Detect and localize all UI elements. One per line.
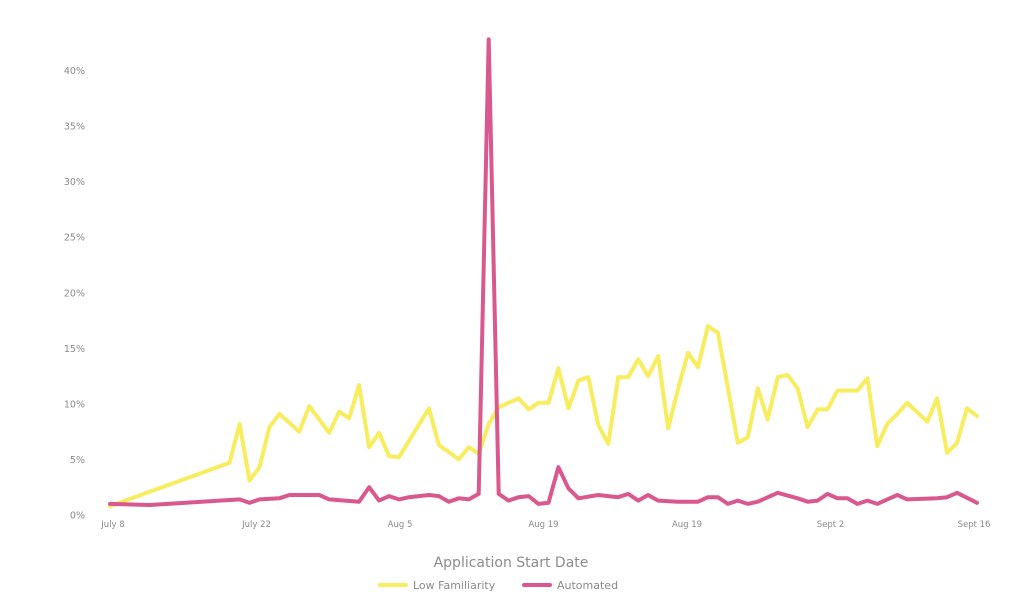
x-tick-label: Aug 19 — [672, 520, 702, 530]
legend-item-automated[interactable]: Automated — [522, 579, 618, 592]
x-tick-label: July 22 — [241, 520, 271, 530]
y-axis-ticks: 0% 5% 10% 15% 20% 25% 30% 35% 40% — [64, 66, 85, 521]
x-tick-label: Aug 5 — [388, 520, 413, 530]
y-tick-label: 0% — [70, 511, 85, 522]
legend[interactable]: Low Familiarity Automated — [378, 579, 618, 592]
legend-label: Automated — [557, 579, 618, 592]
x-axis-title: Application Start Date — [434, 555, 589, 571]
y-tick-label: 5% — [70, 455, 85, 466]
y-tick-label: 30% — [64, 177, 85, 188]
series-line-automated — [108, 37, 979, 507]
y-tick-label: 35% — [64, 122, 85, 133]
x-tick-label: July 8 — [100, 520, 124, 530]
y-tick-label: 40% — [64, 66, 85, 77]
y-tick-label: 15% — [64, 344, 85, 355]
legend-label: Low Familiarity — [413, 579, 496, 592]
x-tick-label: Aug 19 — [528, 520, 558, 530]
series-lines — [108, 37, 979, 509]
legend-item-low-familiarity[interactable]: Low Familiarity — [378, 579, 496, 592]
x-tick-label: Sept 16 — [958, 520, 991, 530]
y-tick-label: 20% — [64, 288, 85, 299]
series-line-low-familiarity — [108, 324, 979, 509]
x-axis-ticks: July 8 July 22 Aug 5 Aug 19 Aug 19 Sept 2 Sept… — [100, 520, 990, 530]
x-tick-label: Sept 2 — [817, 520, 844, 530]
y-tick-label: 10% — [64, 399, 85, 410]
y-tick-label: 25% — [64, 233, 85, 244]
